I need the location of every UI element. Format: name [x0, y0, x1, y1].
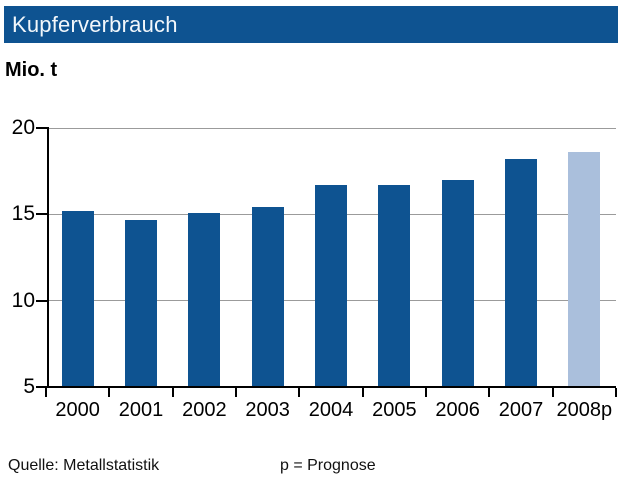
bar-2002: [188, 212, 221, 387]
chart-title: Kupferverbrauch: [12, 12, 178, 37]
y-axis-line: [47, 128, 49, 387]
x-axis-tick-0: [45, 388, 47, 397]
y-axis-label-20: 20: [11, 116, 35, 139]
bar-2006: [441, 179, 474, 387]
x-axis-line: [45, 386, 616, 388]
y-axis-tick-15: [36, 213, 49, 216]
y-axis-label-15: 15: [11, 202, 35, 226]
y-axis-tick-20: [36, 127, 49, 129]
x-axis-tick-1: [108, 388, 111, 397]
bar-2001: [125, 219, 157, 387]
x-axis-tick-4: [298, 388, 301, 397]
x-axis-label-2001: 2001: [118, 399, 164, 421]
x-axis-tick-7: [488, 388, 491, 397]
bar-2008p: [568, 152, 601, 387]
y-axis-label-5: 5: [23, 375, 35, 398]
chart-title-bar: Kupferverbrauch: [4, 6, 618, 43]
gridline-20: [46, 127, 616, 129]
x-axis-label-2004: 2004: [308, 399, 354, 421]
bar-2005: [378, 184, 411, 387]
y-axis-tick-5: [36, 386, 49, 388]
y-axis-label-10: 10: [11, 288, 35, 312]
x-axis-tick-2: [171, 388, 174, 397]
footnote-label: p = Prognose: [280, 457, 376, 474]
bar-2004: [315, 184, 347, 387]
x-axis-tick-9: [615, 388, 617, 397]
bar-2000: [61, 210, 94, 387]
x-axis-label-2003: 2003: [245, 399, 290, 421]
y-axis-unit-label: Mio. t: [5, 59, 58, 81]
source-label: Quelle: Metallstatistik: [8, 457, 160, 474]
x-axis-tick-6: [425, 388, 427, 397]
x-axis-label-2007: 2007: [498, 399, 544, 421]
y-axis-tick-10: [36, 299, 49, 302]
bar-2003: [251, 207, 284, 387]
x-axis-label-2008p: 2008p: [556, 399, 613, 421]
x-axis-tick-3: [235, 388, 237, 397]
x-axis-tick-5: [361, 388, 364, 397]
x-axis-label-2000: 2000: [55, 399, 100, 421]
x-axis-label-2002: 2002: [182, 399, 227, 421]
x-axis-label-2005: 2005: [372, 399, 417, 421]
x-axis-label-2006: 2006: [435, 399, 480, 421]
bar-2007: [505, 159, 537, 387]
x-axis-tick-8: [551, 388, 554, 397]
